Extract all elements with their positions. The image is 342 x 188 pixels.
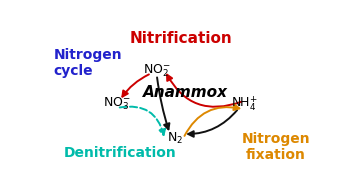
Text: Denitrification: Denitrification	[64, 146, 177, 160]
FancyArrowPatch shape	[122, 74, 149, 97]
Text: NO$_{3}^{−}$: NO$_{3}^{−}$	[103, 95, 131, 112]
Text: NO$_{2}^{−}$: NO$_{2}^{−}$	[143, 62, 171, 79]
Text: N$_{2}$: N$_{2}$	[167, 131, 183, 146]
FancyArrowPatch shape	[188, 110, 237, 137]
FancyArrowPatch shape	[157, 77, 169, 129]
Text: Nitrogen
fixation: Nitrogen fixation	[242, 132, 310, 162]
Text: Nitrogen
cycle: Nitrogen cycle	[53, 48, 122, 78]
FancyArrowPatch shape	[120, 107, 165, 135]
Text: NH$_{4}^{+}$: NH$_{4}^{+}$	[231, 94, 258, 113]
FancyArrowPatch shape	[167, 75, 241, 107]
Text: Anammox: Anammox	[143, 85, 228, 99]
FancyArrowPatch shape	[184, 105, 239, 136]
Text: Nitrification: Nitrification	[129, 31, 232, 46]
